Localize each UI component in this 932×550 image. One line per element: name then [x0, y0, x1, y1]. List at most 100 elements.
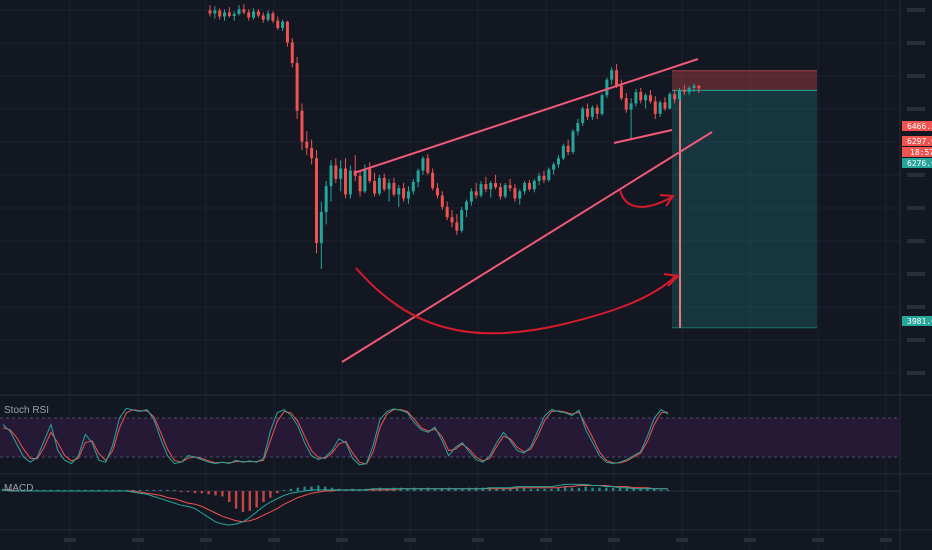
drawing-tools[interactable] — [341, 58, 713, 363]
candle-body — [223, 12, 227, 17]
candle-body — [339, 168, 343, 179]
candle-body — [261, 15, 265, 20]
macd-histogram-bar — [262, 491, 265, 502]
candle-body — [503, 185, 507, 197]
macd-histogram-bar — [419, 488, 423, 491]
macd-histogram-bar — [269, 491, 272, 498]
macd-histogram-bar — [42, 489, 46, 491]
candle-body — [600, 95, 604, 114]
candle-body — [479, 184, 483, 196]
candle-body — [692, 85, 696, 88]
macd-histogram-bar — [509, 488, 512, 491]
candle-body — [465, 201, 469, 210]
candle-body — [290, 42, 294, 64]
candle-body — [576, 123, 580, 132]
macd-histogram-bar — [104, 489, 108, 491]
candle-body — [605, 79, 609, 96]
macd-histogram-bar — [228, 491, 231, 502]
macd-histogram-bar — [433, 488, 437, 491]
candle-body — [319, 212, 323, 244]
price-axis-tick — [907, 107, 925, 111]
candle-body — [416, 170, 420, 183]
candle-body — [406, 191, 410, 199]
macd-histogram-bar — [378, 487, 382, 491]
macd-histogram-bar — [248, 491, 252, 511]
macd-histogram-bar — [15, 489, 18, 491]
candle-body — [619, 85, 623, 99]
candle-body — [271, 13, 275, 21]
price-axis-tick — [907, 371, 925, 375]
candle-body — [440, 195, 444, 207]
macd-histogram-bar — [529, 488, 533, 491]
macd-histogram-bar — [632, 487, 635, 491]
time-axis-tick — [540, 538, 552, 542]
candle-body — [508, 185, 512, 189]
candle-body — [421, 158, 425, 171]
macd-histogram-bar — [56, 489, 60, 491]
candle-body — [663, 102, 667, 109]
macd-histogram-bar — [84, 489, 87, 491]
macd-histogram-bar — [467, 487, 471, 491]
macd-histogram-bar — [255, 491, 258, 508]
time-axis-tick — [268, 538, 280, 542]
candle-body — [634, 92, 638, 104]
time-axis-tick — [608, 538, 620, 542]
macd-histogram-bar — [344, 489, 347, 491]
candle-body — [547, 169, 551, 180]
candle-body — [673, 94, 677, 100]
macd-histogram-bar — [488, 487, 491, 491]
macd-histogram-bar — [639, 487, 642, 491]
candle-body — [358, 175, 362, 192]
candle-body — [571, 131, 575, 153]
candle-body — [590, 107, 594, 117]
macd-histogram-bar — [392, 487, 395, 491]
macd-histogram-bar — [646, 487, 649, 491]
candle-body — [537, 175, 541, 181]
candle-body — [324, 186, 328, 213]
macd-histogram-bar — [330, 487, 334, 491]
price-pane[interactable] — [208, 4, 818, 329]
macd-histogram-bar — [543, 488, 546, 491]
stoch-rsi-pane[interactable] — [0, 407, 900, 466]
price-axis-tick — [907, 239, 925, 243]
candle-body — [677, 89, 681, 100]
candle-body — [469, 191, 473, 202]
macd-histogram-bar — [145, 489, 149, 491]
price-axis-tick — [907, 173, 925, 177]
stoch-k-line — [2, 407, 669, 466]
macd-histogram-bar — [138, 489, 142, 491]
candle-body — [232, 13, 236, 17]
macd-histogram-bar — [111, 489, 114, 491]
macd-histogram-bar — [324, 486, 327, 491]
time-axis-tick — [336, 538, 348, 542]
macd-histogram-bar — [440, 488, 443, 491]
candle-body — [426, 158, 430, 173]
macd-histogram-bar — [63, 489, 66, 491]
macd-histogram-bar — [152, 489, 156, 491]
macd-histogram-bar — [49, 489, 53, 491]
macd-histogram-bar — [317, 485, 320, 491]
candle-body — [285, 21, 289, 43]
candle-body — [624, 98, 628, 110]
macd-histogram-bar — [36, 489, 39, 491]
candle-body — [368, 168, 372, 181]
candle-body — [281, 21, 285, 28]
candle-body — [344, 168, 348, 195]
stop-price-tag: 6466.5 — [902, 121, 932, 131]
macd-histogram-bar — [289, 488, 293, 491]
last-price-text: 6297.0 — [907, 137, 932, 146]
candle-body — [595, 107, 599, 114]
candle-body — [334, 165, 338, 179]
candle-body — [305, 141, 309, 148]
macd-histogram-bar — [221, 491, 224, 497]
time-axis-tick — [812, 538, 824, 542]
macd-histogram-bar — [550, 488, 553, 491]
macd-pane[interactable] — [0, 483, 900, 526]
projection-arrowhead-small — [659, 194, 675, 207]
time-axis-tick — [200, 538, 212, 542]
macd-histogram-bar — [495, 488, 498, 491]
candle-body — [552, 164, 556, 170]
